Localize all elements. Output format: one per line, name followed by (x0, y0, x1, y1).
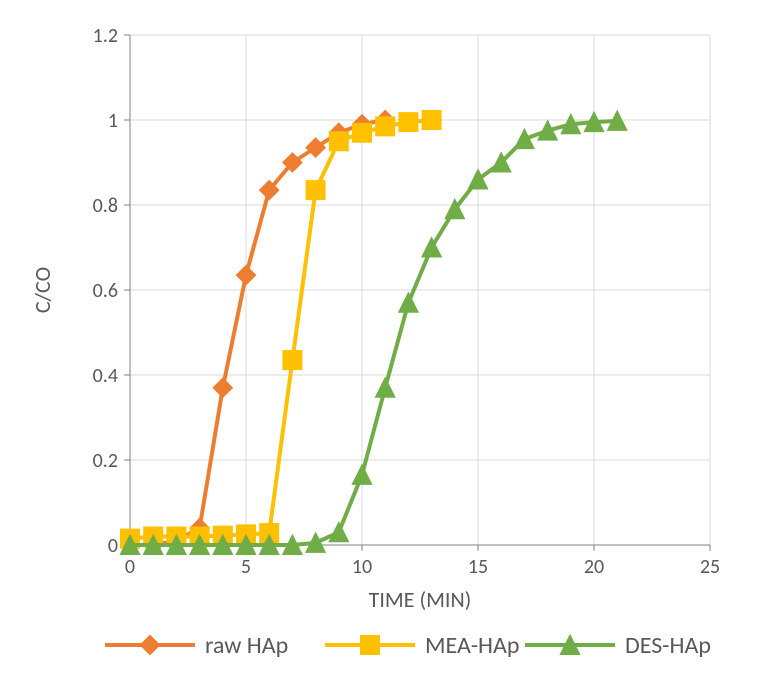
svg-text:20: 20 (584, 555, 604, 579)
x-axis-title: TIME (MIN) (369, 586, 472, 613)
svg-text:0: 0 (108, 534, 118, 558)
svg-text:0.6: 0.6 (93, 279, 118, 303)
legend-label: MEA-HAp (425, 631, 520, 660)
svg-text:1: 1 (108, 109, 118, 133)
breakthrough-chart: 0 0.2 0.4 0.6 0.8 1 1.2 0 5 10 15 20 25 TIME (MIN) C/C… (0, 0, 781, 689)
svg-text:15: 15 (468, 555, 488, 579)
chart-svg: 0 0.2 0.4 0.6 0.8 1 1.2 0 5 10 15 20 25 TIME (MIN) C/C… (0, 0, 781, 689)
svg-text:5: 5 (241, 555, 251, 579)
y-axis-title: C/CO (29, 267, 56, 313)
legend-label: raw HAp (205, 631, 288, 660)
svg-text:0.2: 0.2 (93, 449, 118, 473)
svg-text:1.2: 1.2 (93, 24, 118, 48)
svg-text:0.8: 0.8 (93, 194, 118, 218)
svg-text:10: 10 (352, 555, 372, 579)
legend-label: DES-HAp (625, 631, 711, 660)
svg-text:0.4: 0.4 (93, 364, 118, 388)
svg-text:0: 0 (125, 555, 135, 579)
svg-text:25: 25 (700, 555, 720, 579)
